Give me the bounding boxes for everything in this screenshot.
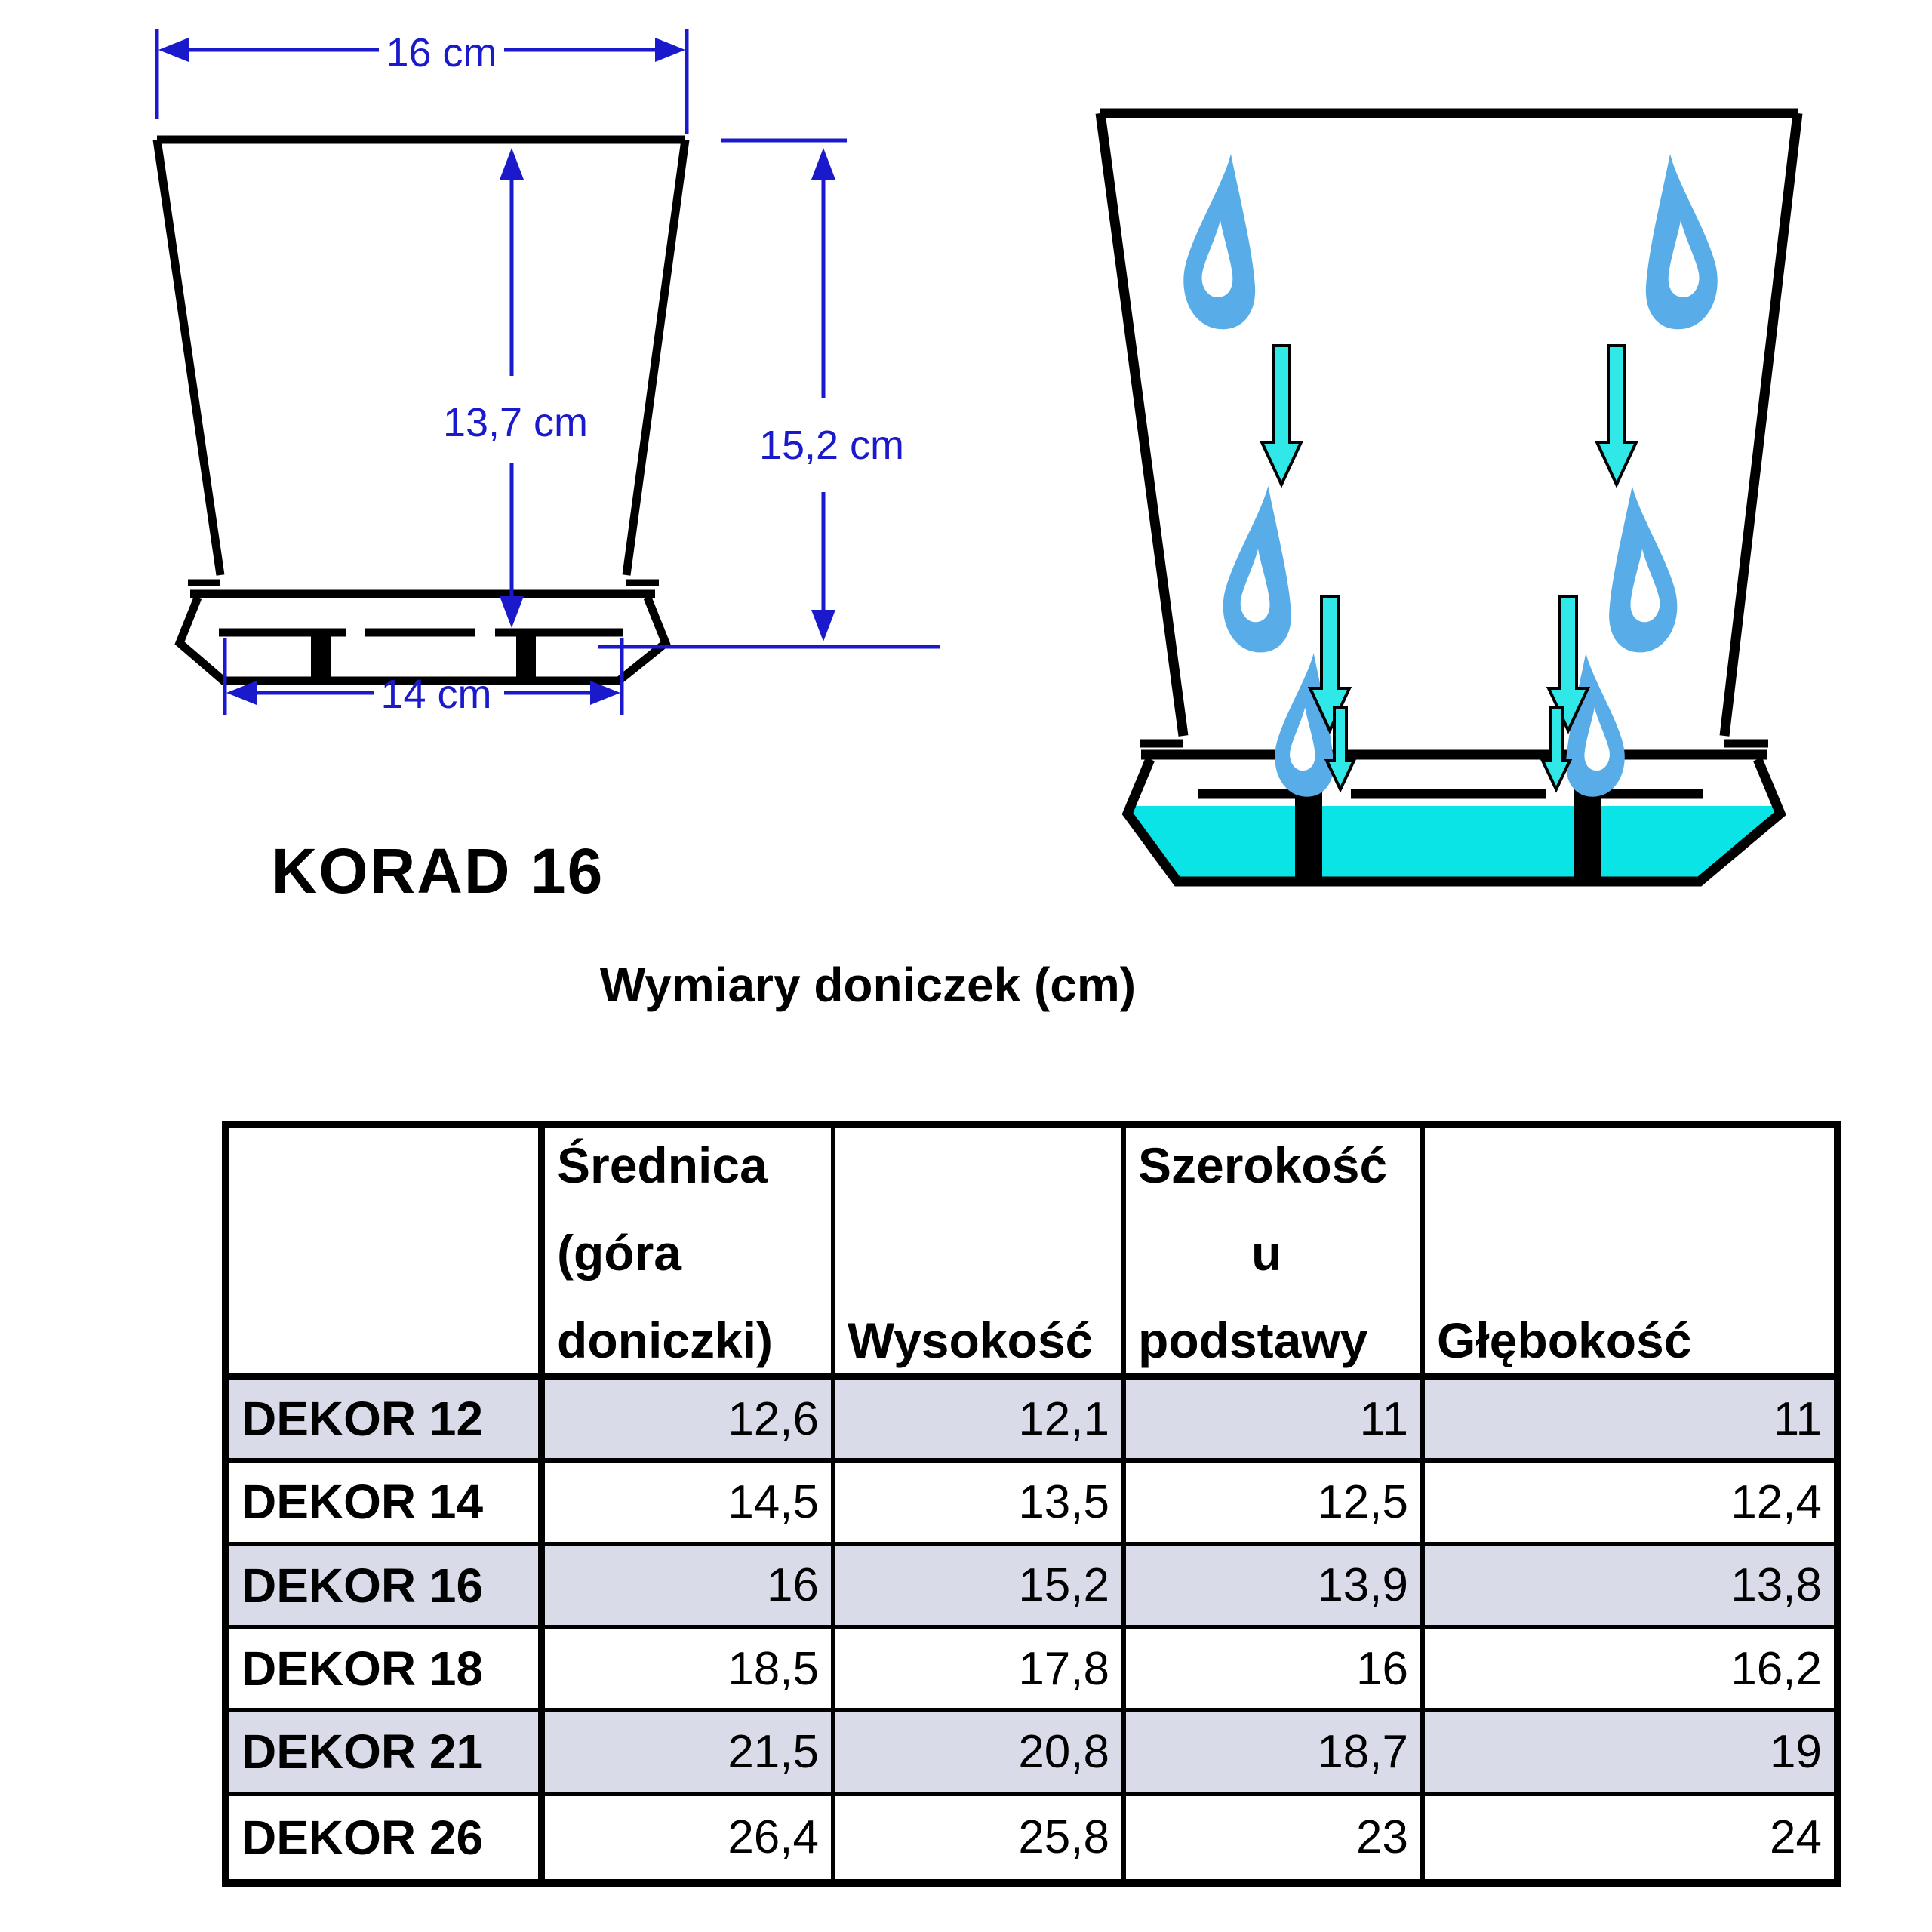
- header-cell-base-width: Szerokość u podstawy: [1126, 1128, 1425, 1380]
- water-flow-arrow-icon: [1546, 595, 1591, 734]
- table-cell: 12,4: [1425, 1463, 1834, 1546]
- table-cell: 16: [545, 1546, 835, 1629]
- arrowhead-right-icon: [590, 681, 620, 705]
- saucer-foot-right: [1574, 794, 1601, 883]
- drain-arrow-icon: [1324, 706, 1357, 793]
- table-cell: 16: [1126, 1629, 1425, 1713]
- table-cell: 12,5: [1126, 1463, 1425, 1546]
- pot-outline: [152, 135, 690, 576]
- arrowhead-down-icon: [811, 610, 835, 641]
- row-label: DEKOR 21: [229, 1712, 545, 1796]
- header-cell-empty: [229, 1128, 545, 1380]
- dim-label-total-height: 15,2 cm: [759, 423, 904, 468]
- dim-label-inner-height: 13,7 cm: [443, 400, 588, 445]
- row-label: DEKOR 26: [229, 1795, 545, 1879]
- table-title: Wymiary doniczek (cm): [599, 958, 1137, 1012]
- header-cell-depth: Głębokość: [1425, 1128, 1834, 1380]
- saucer-outline: [174, 595, 671, 685]
- dim-label-bottom-width: 14 cm: [380, 672, 491, 717]
- dimension-top-width: 16 cm: [155, 29, 689, 134]
- table-cell: 17,8: [835, 1629, 1126, 1713]
- arrowhead-up-icon: [500, 148, 524, 180]
- dimension-bottom-width: 14 cm: [223, 638, 624, 717]
- header-cell-height: Wysokość: [835, 1128, 1126, 1380]
- header-label: Głębokość: [1437, 1312, 1692, 1368]
- saucer-foot-right: [516, 632, 536, 684]
- table-cell: 24: [1770, 1811, 1822, 1864]
- dimension-inner-height: 13,7 cm: [443, 148, 588, 628]
- dimension-total-height: 15,2 cm: [598, 138, 940, 649]
- row-label: DEKOR 18: [229, 1629, 545, 1713]
- dimensions-table: Średnica (góra doniczki) Wysokość Szerok…: [222, 1121, 1841, 1887]
- water-drop-icon: [1183, 154, 1256, 330]
- arrowhead-left-icon: [226, 681, 257, 705]
- header-line: podstawy: [1138, 1312, 1368, 1368]
- header-line: Średnica: [557, 1137, 768, 1193]
- table-cell: 11: [1126, 1380, 1425, 1463]
- drain-arrow-icon: [1540, 706, 1573, 793]
- table-cell: 14,5: [545, 1463, 835, 1546]
- dim-label-top-width: 16 cm: [386, 30, 497, 75]
- table-cell: 12,6: [545, 1380, 835, 1463]
- header-line: u: [1251, 1225, 1282, 1281]
- row-label: DEKOR 12: [229, 1380, 545, 1463]
- water-drop-icon: [1609, 485, 1678, 653]
- water-drop-icon: [1223, 485, 1291, 653]
- table-cell: 16,2: [1425, 1629, 1834, 1713]
- reference-lines: [598, 138, 940, 649]
- row-label: DEKOR 14: [229, 1463, 545, 1546]
- table-cell: 13,8: [1425, 1546, 1834, 1629]
- arrowhead-down-icon: [500, 596, 524, 628]
- saucer-outline: [1121, 757, 1786, 887]
- saucer-foot-left: [1295, 794, 1322, 883]
- header-cell-diameter: Średnica (góra doniczki): [545, 1128, 835, 1380]
- arrowhead-left-icon: [158, 38, 189, 62]
- table-cell: 13,5: [835, 1463, 1126, 1546]
- water-drop-icon: [1645, 154, 1718, 330]
- extension-lines: [155, 29, 689, 134]
- header-line: doniczki): [557, 1312, 774, 1368]
- arrowhead-up-icon: [811, 148, 835, 180]
- table-cell: 12,1: [835, 1380, 1126, 1463]
- table-cell: 26,4: [545, 1795, 835, 1879]
- table-cell: 18,5: [545, 1629, 835, 1713]
- water-flow-arrow-icon: [1259, 344, 1304, 488]
- product-name-label: KORAD 16: [271, 835, 605, 906]
- header-line: (góra: [557, 1225, 681, 1281]
- water-fill: [1128, 806, 1780, 877]
- table-cell: 13,9: [1126, 1546, 1425, 1629]
- table-cell: 18,7: [1126, 1712, 1425, 1796]
- header-label: Wysokość: [848, 1312, 1094, 1368]
- left-pot-drawing: [152, 135, 690, 685]
- table-cell: 11: [1425, 1380, 1834, 1463]
- table-cell: 21,5: [545, 1712, 835, 1796]
- pot-diagrams: 16 cm 13,7 cm 15,2 cm 14 cm: [152, 29, 1803, 887]
- arrowhead-right-icon: [655, 38, 685, 62]
- right-pot-drawing: [1095, 108, 1803, 887]
- water-flow-arrows: [1259, 344, 1639, 793]
- table-cell: 19: [1425, 1712, 1834, 1796]
- table-cell: 15,2: [835, 1546, 1126, 1629]
- table-cell: 25,8: [835, 1795, 1126, 1879]
- water-drops: [1183, 154, 1718, 797]
- pot-outline: [1095, 108, 1803, 737]
- extension-lines: [223, 638, 624, 715]
- row-label: DEKOR 16: [229, 1546, 545, 1629]
- water-flow-arrow-icon: [1594, 344, 1639, 488]
- saucer-foot-left: [311, 632, 331, 684]
- header-line: Szerokość: [1138, 1137, 1388, 1193]
- table-cell: 20,8: [835, 1712, 1126, 1796]
- table-cell: 23: [1126, 1795, 1425, 1879]
